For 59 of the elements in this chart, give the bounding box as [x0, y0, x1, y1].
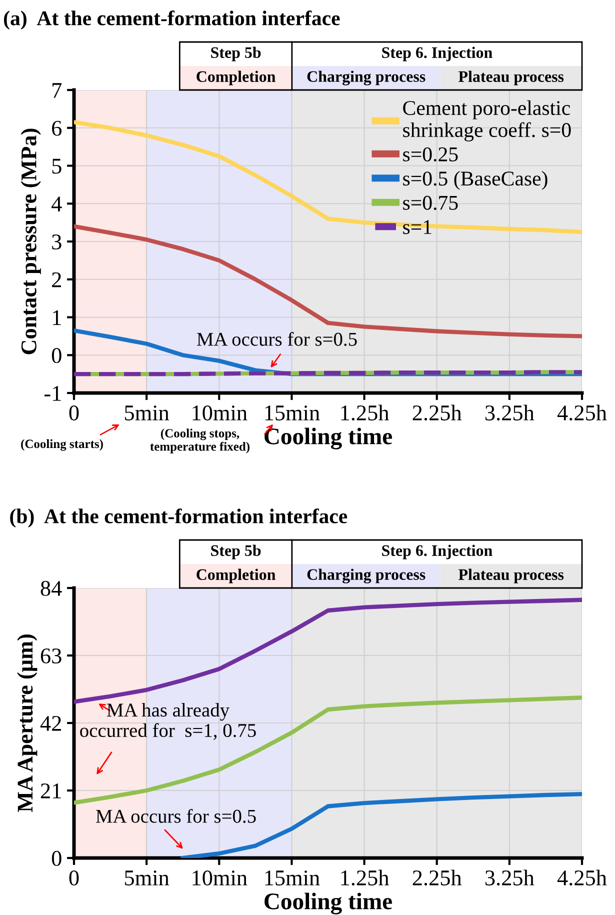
y-tick-label: 7	[52, 83, 62, 98]
x-tick-label: 3.25h	[485, 404, 534, 421]
y-tick-label: 0	[52, 348, 62, 364]
text: Step 6. Injection	[382, 46, 492, 62]
text: Plateau process	[458, 568, 564, 584]
y-tick-label: 6	[52, 120, 62, 136]
x-tick-label: 15min	[265, 870, 320, 886]
text: Plateau process	[458, 70, 564, 86]
y-tick-label: 1	[53, 310, 61, 325]
x-tick-label: 5min	[125, 870, 170, 886]
annotation: MA occurs for s=0.5	[96, 808, 256, 823]
y-tick-label: 5	[52, 158, 62, 174]
line-series	[74, 120, 582, 234]
x-tick-label: 0	[69, 870, 79, 886]
chart-title: (a) At the cement-formation interface	[4, 10, 340, 30]
y-tick-label: 21	[40, 783, 61, 798]
annotation: MA occurs for s=0.5	[197, 332, 357, 346]
y-tick-label: 2	[52, 272, 61, 288]
text: Completion	[196, 568, 276, 584]
text: (Cooling stops, temperature fixed)	[150, 428, 250, 454]
annotation: MA has already occurred for s=1, 0.75	[80, 702, 256, 740]
text: Charging process	[307, 70, 426, 86]
y-tick-label: 42	[40, 716, 61, 731]
text: Step 5b	[211, 544, 261, 560]
y-axis-title: MA Aperture (μm)	[17, 634, 38, 812]
x-axis-title: Cooling time	[264, 892, 392, 914]
x-tick-label: 2.25h	[412, 404, 462, 421]
legend-label: s=0.5 (BaseCase)	[403, 170, 548, 190]
text: (Cooling starts)	[21, 439, 103, 451]
x-tick-label: 1.25h	[341, 870, 389, 886]
line-series	[74, 696, 582, 805]
x-tick-label: 10min	[192, 870, 248, 886]
y-tick-label: 63	[40, 648, 62, 664]
x-tick-label: 1.25h	[341, 404, 389, 421]
legend-label: s=0.25	[403, 147, 458, 162]
y-tick-label: 0	[52, 850, 62, 866]
text: Step 6. Injection	[382, 544, 492, 560]
line-series	[180, 792, 582, 858]
y-tick-label: 3	[52, 234, 62, 250]
x-axis-title: Cooling time	[264, 428, 392, 450]
y-tick-label: -1	[44, 386, 61, 401]
x-tick-label: 10min	[192, 405, 248, 420]
chart-title: (b) At the cement-formation interface	[10, 508, 348, 528]
text: Completion	[196, 70, 276, 86]
legend-label: s=0.75	[403, 196, 458, 210]
text: Charging process	[307, 568, 426, 584]
x-tick-label: 3.25h	[485, 870, 534, 886]
x-tick-label: 4.25h	[557, 404, 607, 421]
y-tick-label: 84	[40, 580, 62, 596]
line-series	[74, 598, 582, 704]
x-tick-label: 5min	[125, 406, 170, 420]
text: Step 5b	[211, 46, 261, 62]
x-tick-label: 2.25h	[412, 870, 462, 886]
x-tick-label: 4.25h	[557, 870, 607, 886]
x-tick-label: 15min	[265, 406, 320, 420]
y-axis-title: Contact pressure (MPa)	[20, 128, 41, 354]
legend-label: s=1	[403, 220, 432, 234]
x-tick-label: 0	[69, 405, 79, 420]
y-tick-label: 4	[52, 196, 62, 212]
